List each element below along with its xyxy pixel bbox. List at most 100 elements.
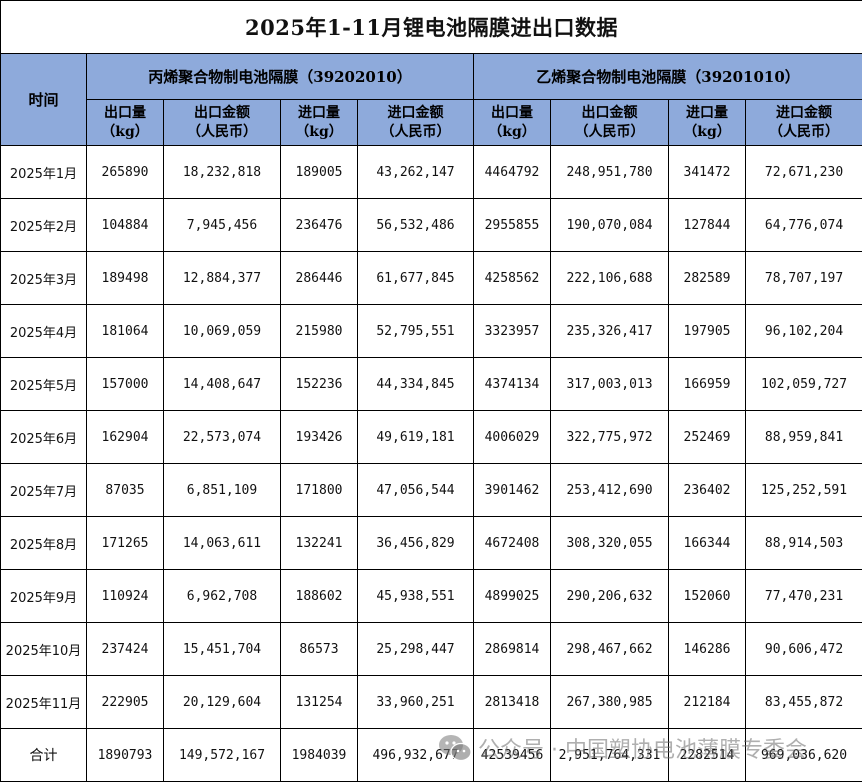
value-cell: 64,776,074 [744, 198, 862, 252]
value-cell: 252469 [668, 410, 746, 464]
total-value-cell: 149,572,167 [163, 728, 281, 782]
value-cell: 166344 [668, 516, 746, 570]
header-subcol-unit: （人民币） [574, 123, 645, 140]
value-cell: 2869814 [473, 622, 551, 676]
value-cell: 45,938,551 [357, 569, 474, 623]
value-cell: 33,960,251 [357, 675, 474, 729]
value-cell: 61,677,845 [357, 251, 474, 305]
month-cell: 2025年8月 [0, 516, 87, 570]
month-cell: 2025年1月 [0, 145, 87, 199]
value-cell: 267,380,985 [550, 675, 669, 729]
value-cell: 56,532,486 [357, 198, 474, 252]
value-cell: 222905 [86, 675, 164, 729]
total-value-cell: 2282514 [668, 728, 746, 782]
total-value-cell: 1984039 [280, 728, 358, 782]
value-cell: 212184 [668, 675, 746, 729]
value-cell: 152236 [280, 357, 358, 411]
value-cell: 253,412,690 [550, 463, 669, 517]
value-cell: 43,262,147 [357, 145, 474, 199]
total-value-cell: 969,036,620 [744, 728, 862, 782]
value-cell: 4374134 [473, 357, 551, 411]
value-cell: 77,470,231 [744, 569, 862, 623]
table-row: 2025年11月 222905 20,129,604 131254 33,960,251… [0, 675, 862, 729]
total-value-cell: 2,951,764,331 [550, 728, 669, 782]
total-label: 合计 [0, 728, 87, 782]
value-cell: 193426 [280, 410, 358, 464]
header-subcol: 进口金额 （人民币） [744, 99, 862, 146]
value-cell: 235,326,417 [550, 304, 669, 358]
value-cell: 47,056,544 [357, 463, 474, 517]
header-subcol-label: 进口量 [298, 104, 340, 121]
header-subcol: 出口量 （kg） [473, 99, 551, 146]
value-cell: 6,851,109 [163, 463, 281, 517]
header-subcol-label: 出口量 [491, 104, 533, 121]
value-cell: 2813418 [473, 675, 551, 729]
value-cell: 308,320,055 [550, 516, 669, 570]
value-cell: 78,707,197 [744, 251, 862, 305]
value-cell: 52,795,551 [357, 304, 474, 358]
value-cell: 222,106,688 [550, 251, 669, 305]
header-subcol: 进口量 （kg） [668, 99, 746, 146]
value-cell: 189005 [280, 145, 358, 199]
header-subcol: 出口量 （kg） [86, 99, 164, 146]
value-cell: 171265 [86, 516, 164, 570]
value-cell: 25,298,447 [357, 622, 474, 676]
value-cell: 22,573,074 [163, 410, 281, 464]
value-cell: 290,206,632 [550, 569, 669, 623]
month-cell: 2025年3月 [0, 251, 87, 305]
value-cell: 132241 [280, 516, 358, 570]
value-cell: 322,775,972 [550, 410, 669, 464]
month-cell: 2025年4月 [0, 304, 87, 358]
total-row: 合计 1890793 149,572,167 1984039 496,932,677 42… [0, 728, 862, 782]
total-value-cell: 1890793 [86, 728, 164, 782]
value-cell: 317,003,013 [550, 357, 669, 411]
value-cell: 90,606,472 [744, 622, 862, 676]
header-subcol: 进口量 （kg） [280, 99, 358, 146]
value-cell: 237424 [86, 622, 164, 676]
header-time: 时间 [0, 53, 87, 146]
table-title: 2025年1-11月锂电池隔膜进出口数据 [0, 0, 862, 54]
value-cell: 282589 [668, 251, 746, 305]
header-subcol-unit: （人民币） [187, 123, 257, 140]
month-cell: 2025年7月 [0, 463, 87, 517]
header-subcol-unit: （人民币） [769, 123, 840, 140]
value-cell: 265890 [86, 145, 164, 199]
table-row: 2025年7月 87035 6,851,109 171800 47,056,544 390… [0, 463, 862, 517]
month-cell: 2025年10月 [0, 622, 87, 676]
value-cell: 110924 [86, 569, 164, 623]
header-subcol-unit: （人民币） [380, 123, 451, 140]
value-cell: 18,232,818 [163, 145, 281, 199]
value-cell: 131254 [280, 675, 358, 729]
header-subcol-unit: （kg） [488, 123, 536, 140]
month-cell: 2025年9月 [0, 569, 87, 623]
value-cell: 7,945,456 [163, 198, 281, 252]
value-cell: 190,070,084 [550, 198, 669, 252]
value-cell: 3901462 [473, 463, 551, 517]
value-cell: 162904 [86, 410, 164, 464]
value-cell: 215980 [280, 304, 358, 358]
month-cell: 2025年6月 [0, 410, 87, 464]
table-row: 2025年5月 157000 14,408,647 152236 44,334,845 4… [0, 357, 862, 411]
value-cell: 6,962,708 [163, 569, 281, 623]
value-cell: 298,467,662 [550, 622, 669, 676]
value-cell: 197905 [668, 304, 746, 358]
value-cell: 171800 [280, 463, 358, 517]
table-row: 2025年10月 237424 15,451,704 86573 25,298,447 2… [0, 622, 862, 676]
value-cell: 146286 [668, 622, 746, 676]
value-cell: 88,959,841 [744, 410, 862, 464]
value-cell: 188602 [280, 569, 358, 623]
header-subcol: 进口金额 （人民币） [357, 99, 474, 146]
value-cell: 152060 [668, 569, 746, 623]
value-cell: 49,619,181 [357, 410, 474, 464]
value-cell: 15,451,704 [163, 622, 281, 676]
month-cell: 2025年11月 [0, 675, 87, 729]
value-cell: 87035 [86, 463, 164, 517]
value-cell: 181064 [86, 304, 164, 358]
header-subcol-label: 进口金额 [387, 104, 444, 121]
value-cell: 72,671,230 [744, 145, 862, 199]
value-cell: 4258562 [473, 251, 551, 305]
value-cell: 44,334,845 [357, 357, 474, 411]
table-row: 2025年4月 181064 10,069,059 215980 52,795,551 3… [0, 304, 862, 358]
header-subcol-label: 进口量 [686, 104, 728, 121]
header-group-polypropylene: 丙烯聚合物制电池隔膜（39202010） [86, 53, 474, 100]
